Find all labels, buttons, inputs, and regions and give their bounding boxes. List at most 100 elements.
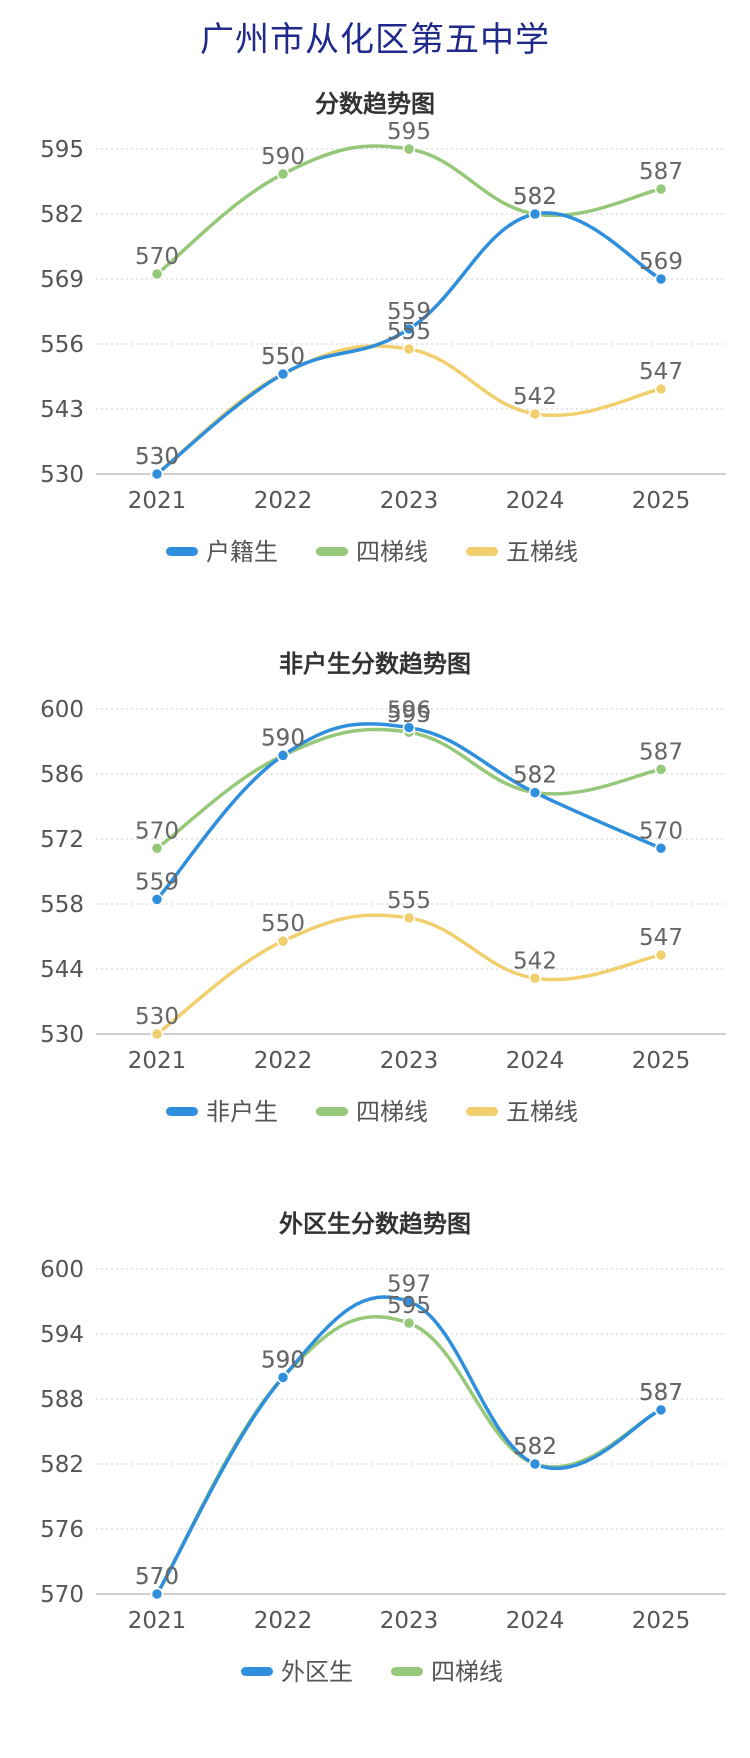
data-point bbox=[654, 948, 668, 962]
data-point bbox=[528, 1457, 542, 1471]
y-tick-label: 600 bbox=[40, 1257, 84, 1283]
series-line bbox=[155, 727, 663, 851]
data-label: 582 bbox=[513, 184, 557, 210]
data-point bbox=[528, 207, 542, 221]
y-tick-label: 570 bbox=[40, 1582, 84, 1608]
data-point bbox=[654, 842, 668, 855]
series-line bbox=[155, 144, 663, 276]
legend-item[interactable]: 五梯线 bbox=[466, 1098, 578, 1126]
chart-title: 外区生分数趋势图 bbox=[279, 1210, 471, 1238]
x-tick-label: 2021 bbox=[128, 1608, 187, 1634]
chart-title: 分数趋势图 bbox=[315, 90, 435, 118]
y-tick-label: 543 bbox=[40, 397, 84, 423]
x-tick-label: 2021 bbox=[128, 1048, 187, 1074]
data-label: 595 bbox=[387, 702, 431, 728]
data-point bbox=[276, 367, 290, 381]
data-label: 569 bbox=[639, 249, 683, 275]
data-label: 550 bbox=[261, 344, 305, 370]
data-point bbox=[150, 842, 164, 855]
data-label: 550 bbox=[261, 911, 305, 937]
y-tick-label: 530 bbox=[40, 1022, 84, 1048]
legend-swatch bbox=[241, 1667, 273, 1676]
legend-item[interactable]: 四梯线 bbox=[316, 538, 428, 566]
y-tick-label: 600 bbox=[40, 697, 84, 723]
data-point bbox=[402, 322, 416, 336]
y-tick-label: 586 bbox=[40, 762, 84, 788]
series-line bbox=[155, 1314, 663, 1596]
data-label: 547 bbox=[639, 925, 683, 951]
legend-item[interactable]: 户籍生 bbox=[166, 538, 278, 566]
data-point bbox=[402, 721, 416, 734]
data-point bbox=[654, 182, 668, 196]
data-label: 570 bbox=[135, 244, 179, 270]
data-point bbox=[276, 749, 290, 762]
data-point bbox=[150, 893, 164, 906]
series-line bbox=[155, 913, 663, 1036]
y-tick-label: 569 bbox=[40, 267, 84, 293]
y-tick-label: 544 bbox=[40, 957, 84, 983]
data-label: 530 bbox=[135, 444, 179, 470]
data-point bbox=[402, 142, 416, 156]
data-point bbox=[528, 972, 542, 985]
legend-label: 户籍生 bbox=[206, 538, 278, 566]
legend-label: 四梯线 bbox=[431, 1658, 503, 1686]
data-label: 550 bbox=[261, 344, 305, 370]
data-label: 547 bbox=[639, 359, 683, 385]
data-label: 570 bbox=[639, 818, 683, 844]
series-line bbox=[155, 1295, 663, 1596]
x-tick-label: 2025 bbox=[632, 1608, 691, 1634]
legend-label: 五梯线 bbox=[506, 538, 578, 566]
data-point bbox=[402, 911, 416, 925]
page-title: 广州市从化区第五中学 bbox=[200, 20, 550, 60]
data-label: 587 bbox=[639, 1380, 683, 1406]
x-tick-label: 2023 bbox=[380, 1608, 439, 1634]
data-label: 595 bbox=[387, 1293, 431, 1319]
y-tick-label: 556 bbox=[40, 332, 84, 358]
legend-item[interactable]: 非户生 bbox=[166, 1098, 278, 1126]
data-label: 559 bbox=[387, 299, 431, 325]
chart-title: 非户生分数趋势图 bbox=[279, 650, 471, 678]
legend-label: 外区生 bbox=[281, 1658, 353, 1686]
y-tick-label: 576 bbox=[40, 1517, 84, 1543]
data-label: 597 bbox=[387, 1272, 431, 1298]
data-label: 555 bbox=[387, 319, 431, 345]
data-label: 542 bbox=[513, 384, 557, 410]
data-label: 590 bbox=[261, 725, 305, 751]
data-label: 590 bbox=[261, 1347, 305, 1373]
data-label: 590 bbox=[261, 144, 305, 170]
data-point bbox=[654, 763, 668, 776]
y-tick-label: 582 bbox=[40, 202, 84, 228]
legend-swatch bbox=[466, 547, 498, 556]
legend-item[interactable]: 四梯线 bbox=[316, 1098, 428, 1126]
legend-swatch bbox=[166, 1107, 198, 1116]
x-tick-label: 2023 bbox=[380, 1048, 439, 1074]
data-label: 587 bbox=[639, 159, 683, 185]
data-label: 590 bbox=[261, 725, 305, 751]
x-tick-label: 2024 bbox=[506, 1608, 565, 1634]
data-point bbox=[150, 1587, 164, 1601]
legend-item[interactable]: 四梯线 bbox=[391, 1658, 503, 1686]
legend-item[interactable]: 外区生 bbox=[241, 1658, 353, 1686]
legend-swatch bbox=[466, 1107, 498, 1116]
x-tick-label: 2025 bbox=[632, 488, 691, 514]
legend-swatch bbox=[391, 1667, 423, 1676]
data-label: 559 bbox=[135, 869, 179, 895]
data-label: 570 bbox=[135, 1564, 179, 1590]
legend-swatch bbox=[316, 547, 348, 556]
y-tick-label: 594 bbox=[40, 1322, 84, 1348]
legend-label: 五梯线 bbox=[506, 1098, 578, 1126]
y-tick-label: 595 bbox=[40, 137, 84, 163]
data-point bbox=[528, 407, 542, 421]
data-point bbox=[528, 786, 542, 799]
data-point bbox=[150, 1027, 164, 1041]
legend-swatch bbox=[166, 547, 198, 556]
data-point bbox=[402, 1295, 416, 1308]
legend-swatch bbox=[316, 1107, 348, 1116]
data-point bbox=[150, 467, 164, 481]
legend-item[interactable]: 五梯线 bbox=[466, 538, 578, 566]
data-label: 570 bbox=[135, 818, 179, 844]
x-tick-label: 2024 bbox=[506, 1048, 565, 1074]
series-line bbox=[155, 722, 663, 902]
data-label: 587 bbox=[639, 739, 683, 765]
